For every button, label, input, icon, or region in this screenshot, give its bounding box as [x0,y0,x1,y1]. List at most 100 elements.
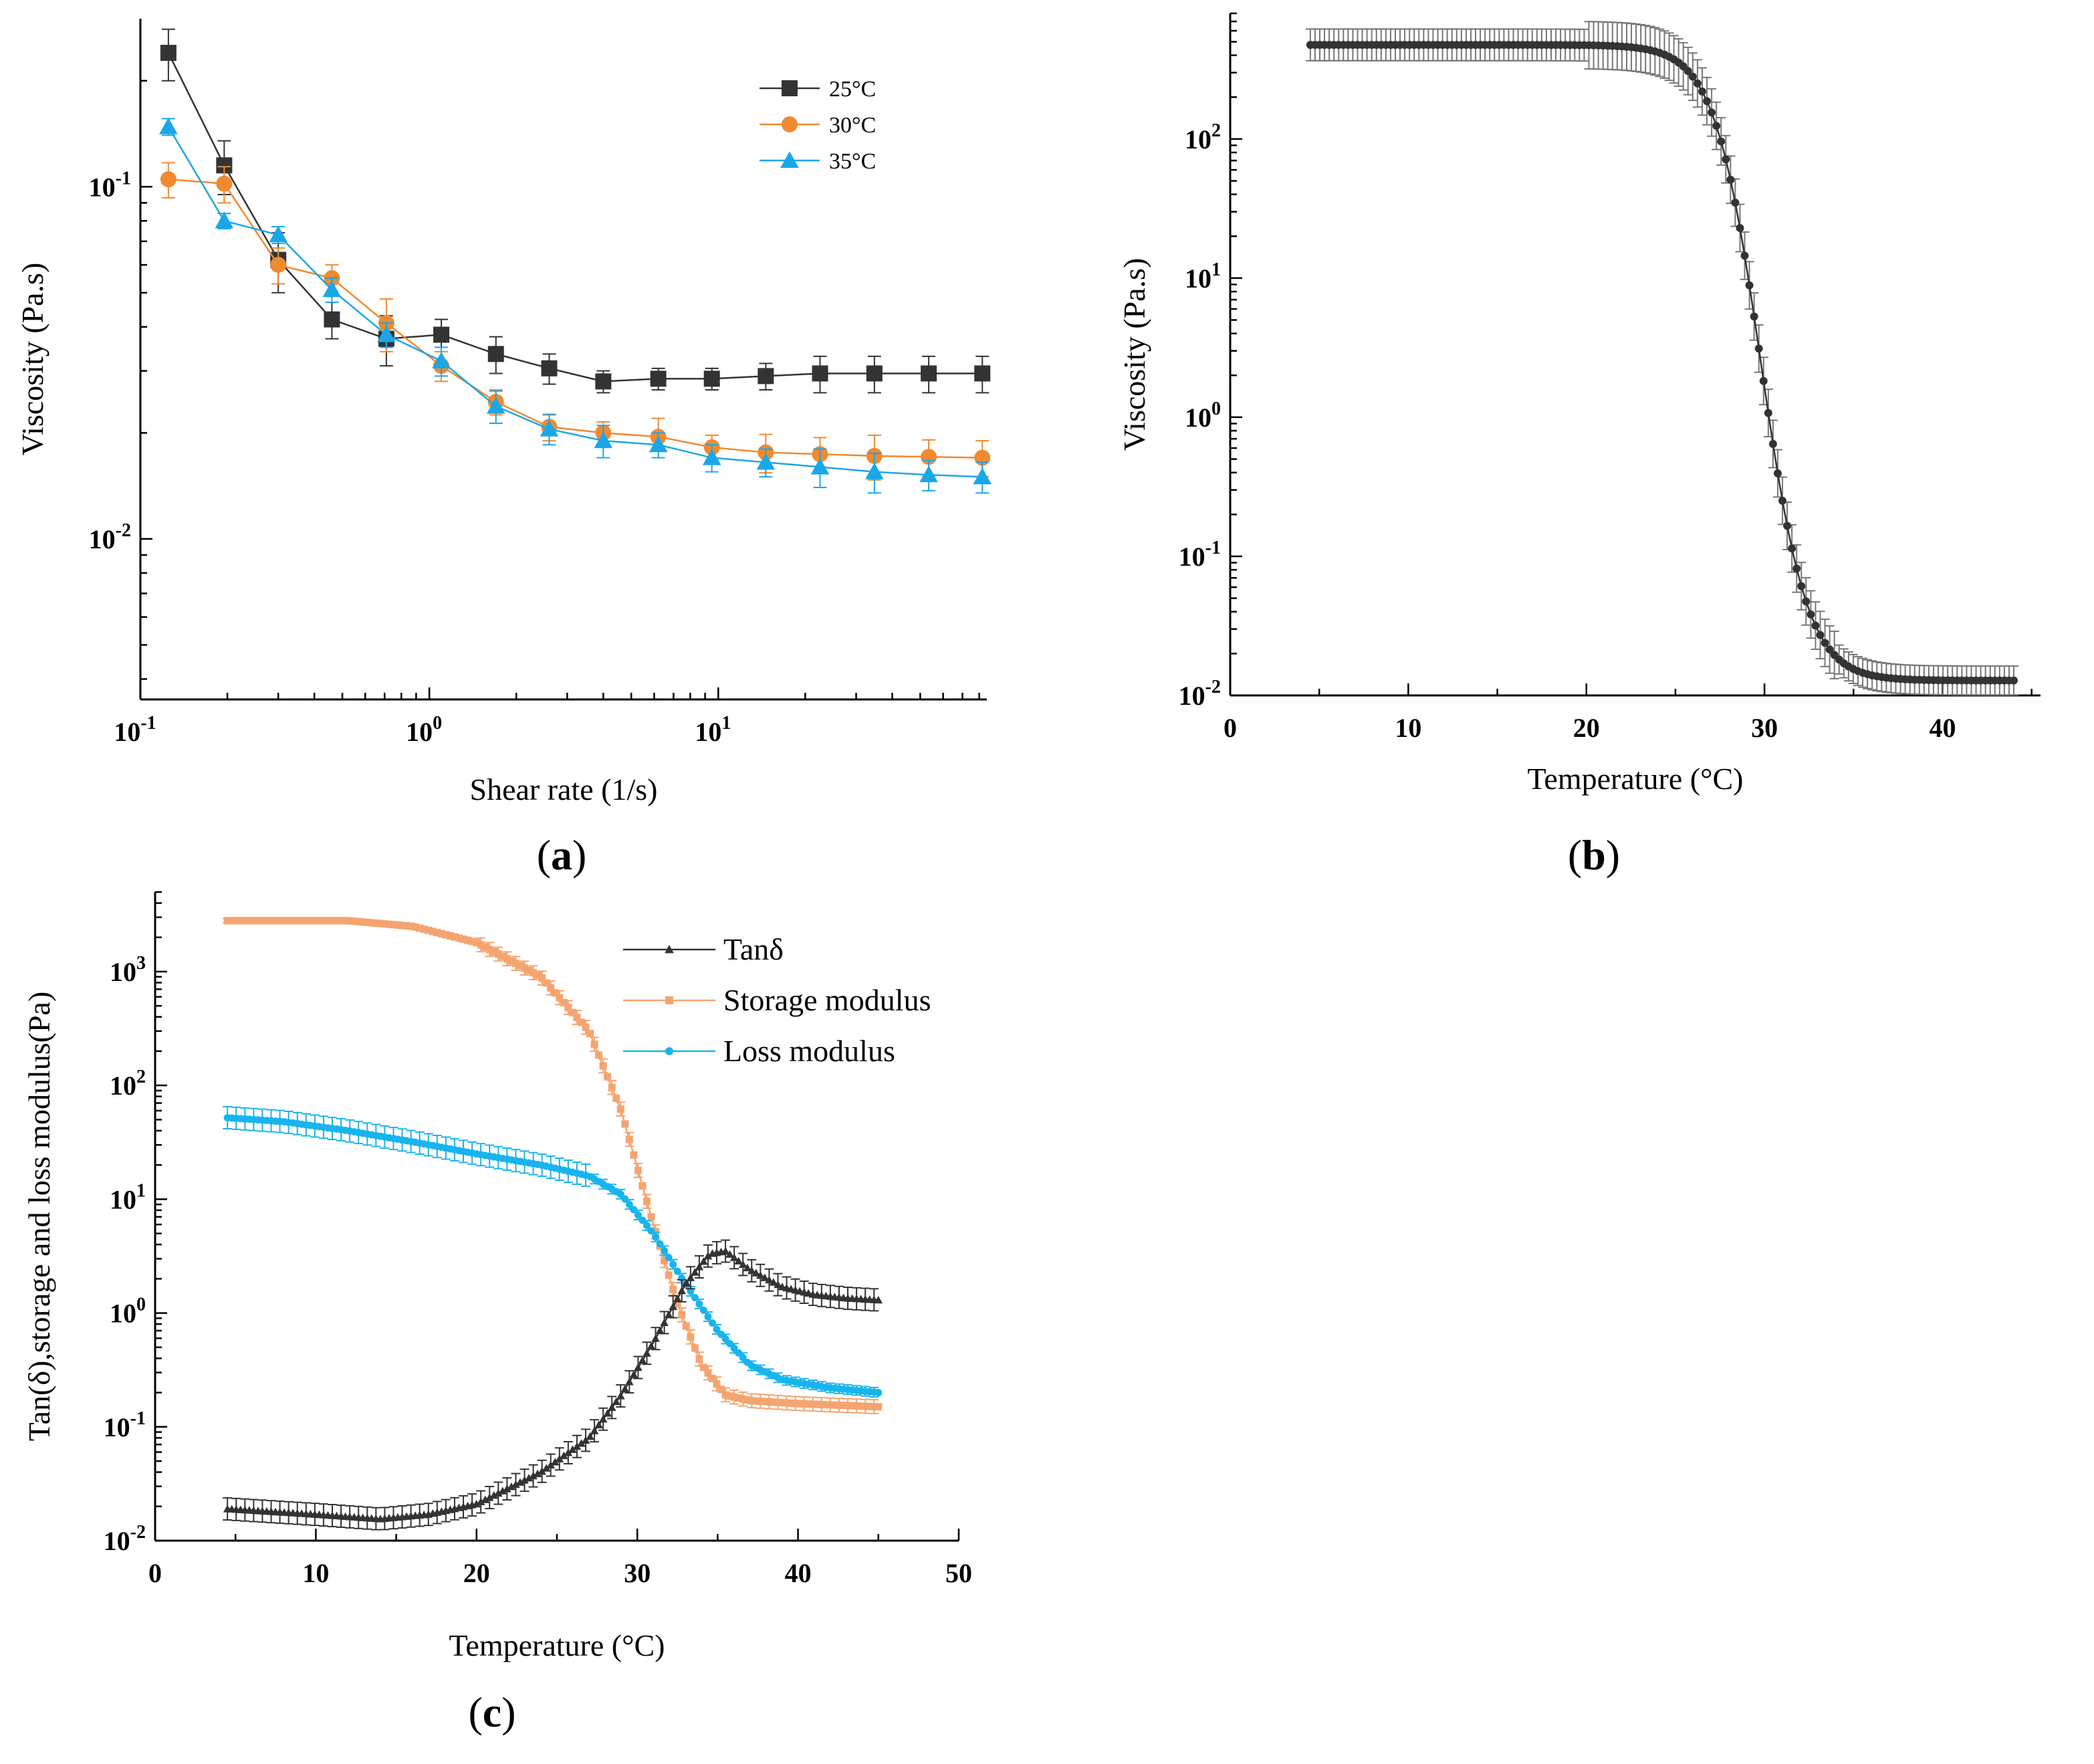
legend-marker [782,116,798,132]
data-point [830,1401,838,1409]
y-tick-base: 10 [110,1184,136,1214]
y-tick-base: 10 [1185,403,1211,433]
y-tick-base: 10 [1179,681,1205,711]
data-point [699,1306,707,1314]
legend-marker [780,151,799,169]
data-point [691,1268,699,1276]
x-axis-label: Shear rate (1/s) [470,772,658,806]
data-point [594,1420,603,1429]
data-point [473,938,481,946]
data-point [695,1262,704,1271]
data-point [738,1260,747,1269]
data-point [875,1389,883,1397]
data-point [280,917,288,925]
data-point [420,925,428,933]
data-point [534,971,542,979]
data-point [516,962,524,970]
data-point [486,397,505,414]
data-point [485,1493,494,1501]
data-point [703,370,720,387]
data-point [778,1399,786,1407]
y-tick-exponent: -1 [130,1408,146,1429]
data-point [1783,522,1792,530]
data-point [346,917,354,925]
data-point [643,1222,651,1230]
series-line [168,178,983,459]
data-point [607,1403,616,1411]
y-tick-exponent: -2 [116,520,131,541]
data-point [717,1330,725,1338]
data-point [761,1398,769,1406]
data-point [703,1252,713,1260]
data-point [687,1333,695,1341]
data-point [704,1313,712,1321]
data-point [276,917,284,925]
x-tick-label: 50 [945,1558,972,1588]
data-point [870,1403,878,1411]
data-point [747,1266,756,1275]
data-point [538,974,546,982]
data-point [616,1105,624,1113]
data-point [673,1267,681,1275]
data-point [800,1400,808,1408]
data-point [651,1334,660,1342]
data-point [695,1300,703,1308]
data-point [974,365,991,382]
y-tick-base: 10 [89,172,116,202]
data-point [725,1250,734,1258]
data-point [634,1211,642,1219]
data-point [608,1083,616,1091]
data-point [270,257,287,273]
data-point [160,171,177,188]
y-tick-exponent: 1 [136,1180,146,1201]
x-tick-base: 10 [695,717,721,747]
data-point [223,917,231,925]
data-point [735,1349,743,1357]
series-triangle [159,117,992,494]
y-tick-base: 10 [104,1412,130,1442]
data-point [493,1489,503,1497]
data-point [875,1403,883,1411]
data-point [665,1254,673,1262]
data-point [919,465,938,483]
data-point [630,1206,638,1214]
data-point [743,1263,752,1272]
data-point [865,462,884,479]
data-point [691,1294,699,1302]
y-tick-label: 101 [1185,259,1221,294]
data-point [354,917,362,925]
data-point [285,917,293,925]
data-point [866,365,883,382]
x-tick-label: 40 [785,1558,812,1588]
data-point [594,431,613,449]
data-point [363,918,371,926]
data-point [783,1399,791,1407]
data-point [669,1285,677,1293]
data-point [1754,344,1763,353]
data-point [739,1353,747,1361]
panel-label-c: (c) [468,1688,515,1736]
data-point [1797,582,1806,590]
data-point [1778,496,1787,505]
data-point [511,1480,520,1489]
series-line [1310,43,2014,681]
data-point [498,1486,507,1495]
y-tick-label: 102 [1185,120,1221,154]
data-point [590,1426,599,1434]
series-viscosity [1305,21,2019,696]
data-point [625,1200,633,1208]
y-axis-label: Viscosity (Pa.s) [1117,258,1151,451]
data-point [595,373,612,390]
data-point [844,1402,852,1410]
data-point [708,1374,716,1382]
legend-label: Loss modulus [723,1034,895,1068]
data-point [812,365,828,382]
data-point [451,933,459,941]
data-point [747,1397,755,1405]
data-point [437,929,445,938]
data-point [529,1471,538,1480]
data-point [564,1448,573,1456]
data-point [638,1182,647,1190]
